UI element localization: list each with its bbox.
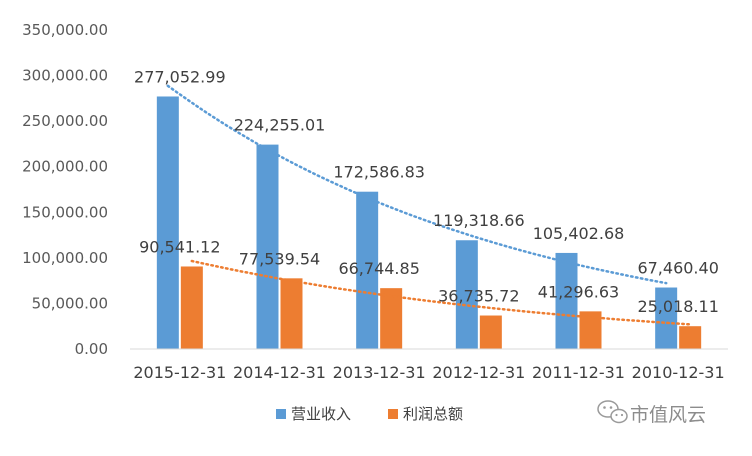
data-label-series1: 224,255.01 <box>234 116 326 135</box>
bar-series2 <box>280 278 303 349</box>
bar-series1 <box>256 144 279 349</box>
x-tick-label: 2010-12-31 <box>632 363 725 382</box>
trendline-series1 <box>166 84 668 285</box>
bar-series2 <box>479 315 502 349</box>
y-tick-label: 200,000.00 <box>22 158 108 176</box>
data-label-series1: 277,052.99 <box>134 67 226 86</box>
data-label-series1: 172,586.83 <box>333 163 425 182</box>
y-tick-label: 50,000.00 <box>32 294 108 312</box>
x-tick-label: 2014-12-31 <box>233 363 326 382</box>
data-label-series1: 67,460.40 <box>637 259 718 278</box>
x-axis-ticks: 2015-12-31 2014-12-31 2013-12-31 2012-12-31… <box>133 363 724 382</box>
x-tick-label: 2011-12-31 <box>532 363 625 382</box>
x-tick-label: 2013-12-31 <box>333 363 426 382</box>
data-label-series2: 41,296.63 <box>538 282 619 301</box>
legend: 营业收入 利润总额 <box>276 405 463 423</box>
data-label-series2: 66,744.85 <box>338 259 419 278</box>
data-label-series2: 90,541.12 <box>139 237 220 256</box>
data-label-series2: 36,735.72 <box>438 287 519 306</box>
y-axis-ticks: 0.00 50,000.00 100,000.00 150,000.00 200,000… <box>22 21 108 358</box>
bar-series1 <box>655 287 678 349</box>
bar-series2 <box>180 266 203 349</box>
y-tick-label: 150,000.00 <box>22 203 108 221</box>
bar-series2 <box>380 288 403 349</box>
data-label-series1: 105,402.68 <box>533 224 625 243</box>
bar-series1 <box>156 96 179 349</box>
y-tick-label: 100,000.00 <box>22 249 108 267</box>
bar-series1 <box>356 191 379 349</box>
y-tick-label: 350,000.00 <box>22 21 108 39</box>
x-tick-label: 2015-12-31 <box>133 363 226 382</box>
watermark: 市值风云 <box>597 400 706 426</box>
watermark-text: 市值风云 <box>630 404 706 426</box>
bar-series1 <box>555 252 578 349</box>
data-label-series2: 25,018.11 <box>637 297 718 316</box>
legend-label: 营业收入 <box>291 405 351 423</box>
bar-series2 <box>579 311 602 349</box>
trendline-series2 <box>190 259 692 326</box>
trendlines <box>166 84 692 326</box>
bar-series1 <box>455 240 478 349</box>
bars <box>156 96 702 349</box>
y-tick-label: 0.00 <box>75 340 108 358</box>
x-tick-label: 2012-12-31 <box>432 363 525 382</box>
data-label-series2: 77,539.54 <box>239 249 320 268</box>
legend-swatch <box>276 409 286 419</box>
legend-swatch <box>388 409 398 419</box>
data-label-series1: 119,318.66 <box>433 211 525 230</box>
y-tick-label: 300,000.00 <box>22 67 108 85</box>
y-tick-label: 250,000.00 <box>22 112 108 130</box>
bar-series2 <box>679 326 702 349</box>
wechat-icon <box>597 400 628 424</box>
legend-label: 利润总额 <box>403 405 463 423</box>
data-labels: 277,052.99 224,255.01 172,586.83 119,318.66… <box>134 67 719 316</box>
